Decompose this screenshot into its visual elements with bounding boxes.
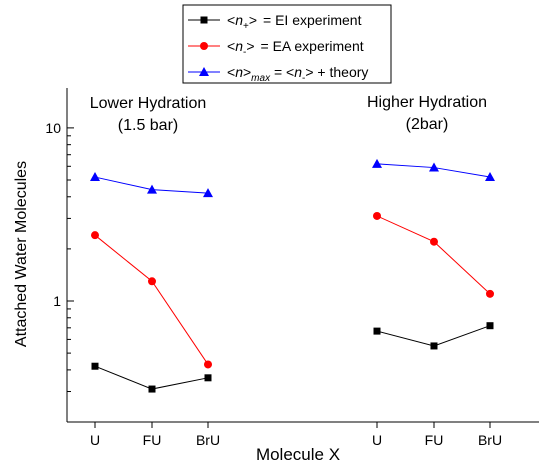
x-tick-label: BrU	[196, 432, 220, 448]
x-tick-label: BrU	[478, 432, 502, 448]
y-axis-label: Attached Water Molecules	[13, 161, 30, 347]
group-title-higher-line2: (2bar)	[406, 116, 449, 133]
y-tick-label: 1	[53, 293, 61, 309]
data-point-square	[204, 374, 212, 382]
data-point-circle	[204, 360, 212, 369]
data-point-triangle	[203, 188, 213, 198]
data-point-triangle	[147, 184, 157, 194]
data-point-square	[91, 362, 99, 370]
data-point-circle	[430, 237, 438, 246]
x-tick-label: U	[372, 432, 382, 448]
legend-box	[182, 4, 392, 84]
legend-triangle-marker	[199, 67, 209, 76]
y-tick-label: 10	[45, 120, 61, 136]
data-point-square	[486, 322, 494, 330]
legend-text-ea: = EA experiment	[261, 38, 364, 54]
group-title-lower-line1: Lower Hydration	[90, 95, 207, 112]
data-point-square	[373, 327, 381, 335]
group-title-lower-line2: (1.5 bar)	[118, 117, 178, 134]
data-point-triangle	[429, 162, 439, 172]
legend-label-ea: <n-> = EA experiment	[227, 38, 364, 58]
series-line	[376, 215, 491, 295]
legend-text-ei: = EI experiment	[263, 12, 362, 28]
data-point-triangle	[372, 158, 382, 168]
x-axis-label: Molecule X	[256, 445, 340, 464]
data-point-square	[430, 342, 438, 350]
group-title-higher-line1: Higher Hydration	[367, 94, 487, 111]
plot-marks	[90, 158, 495, 393]
series-line	[94, 234, 209, 365]
x-tick-label: U	[90, 432, 100, 448]
legend-square-marker	[200, 16, 208, 24]
legend: <n+> = EI experiment <n-> = EA experiment …	[182, 4, 392, 84]
data-point-square	[148, 385, 156, 393]
x-tick-label: FU	[143, 432, 162, 448]
legend-circle-marker	[200, 42, 208, 50]
data-point-circle	[486, 289, 494, 298]
data-point-circle	[373, 211, 381, 220]
data-point-triangle	[485, 172, 495, 182]
data-point-circle	[148, 277, 156, 286]
axes: 1 10 U FU BrU U FU BrU	[45, 88, 539, 448]
data-point-triangle	[90, 172, 100, 182]
data-point-circle	[91, 231, 99, 240]
x-tick-label: FU	[425, 432, 444, 448]
